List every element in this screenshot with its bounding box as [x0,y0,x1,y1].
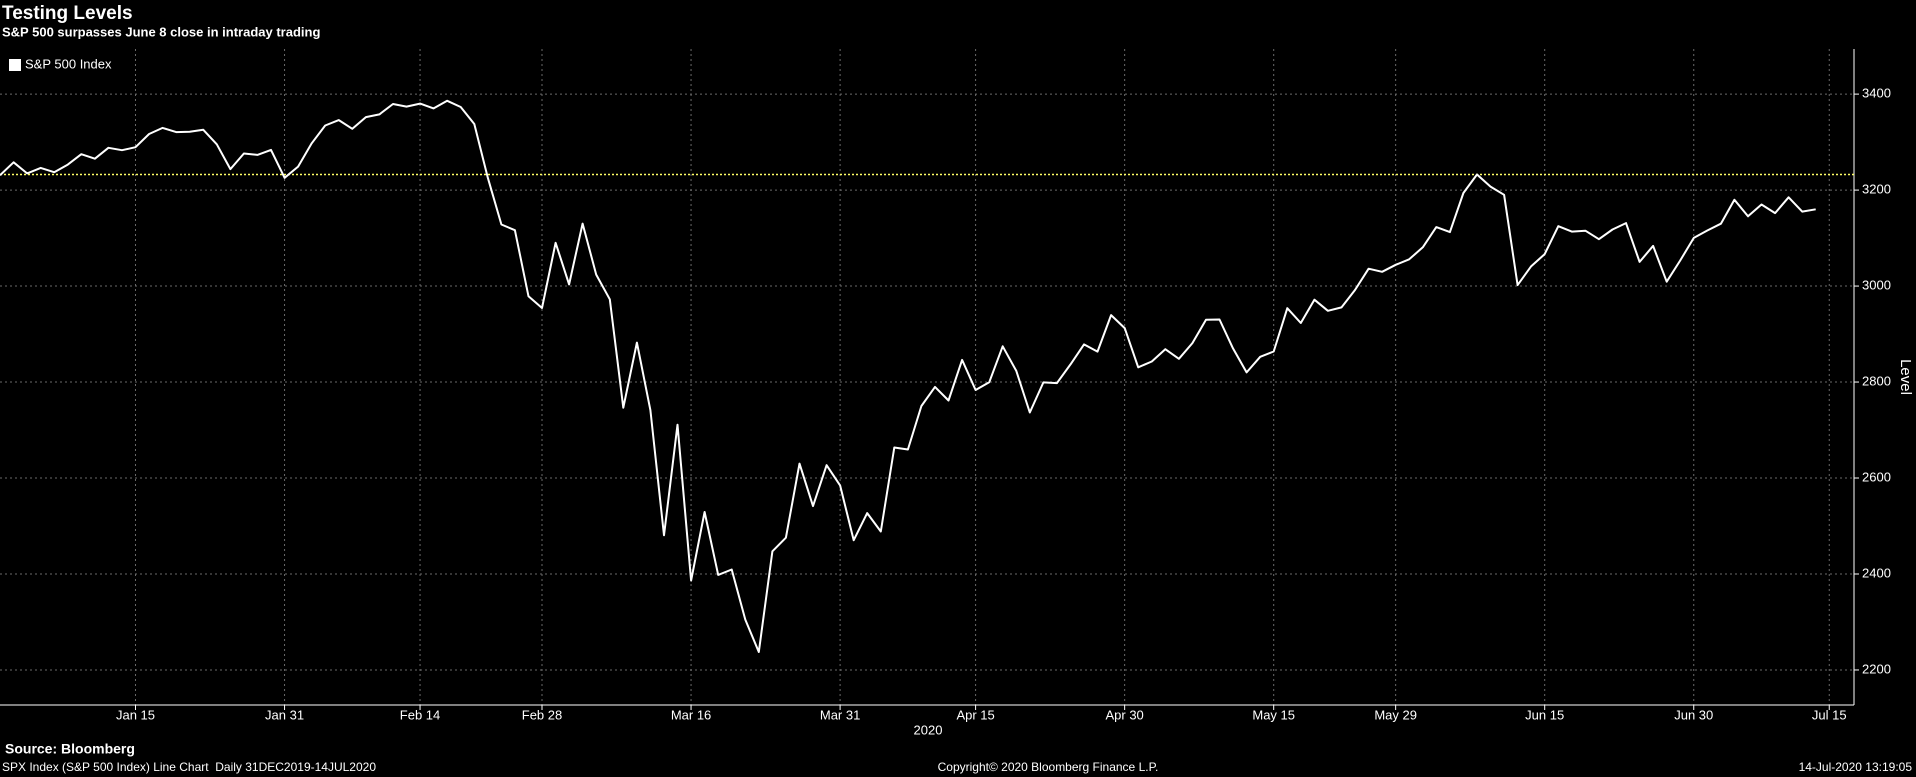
chart-title: Testing Levels [2,3,133,24]
x-tick-label: Jun 30 [1674,707,1713,722]
x-tick-label: Feb 14 [400,707,440,722]
chart-subtitle: S&P 500 surpasses June 8 close in intrad… [2,24,320,39]
y-tick-label: 3000 [1862,277,1891,292]
x-tick-label: Mar 16 [671,707,711,722]
x-tick-label: May 29 [1374,707,1417,722]
series-line [0,99,1816,653]
x-axis-label: 2020 [914,722,943,737]
x-tick-label: Mar 31 [820,707,860,722]
y-tick-label: 2600 [1862,469,1891,484]
x-tick-label: May 15 [1252,707,1295,722]
legend-label: S&P 500 Index [25,56,112,71]
source: Source: Bloomberg [5,741,135,757]
x-tick-label: Jan 31 [265,707,304,722]
x-tick-label: Jul 15 [1812,707,1847,722]
footer-left: SPX Index (S&P 500 Index) Line Chart Dai… [2,760,376,774]
timestamp: 14-Jul-2020 13:19:05 [1799,760,1913,774]
y-tick-label: 2800 [1862,373,1891,388]
legend-swatch [9,59,21,71]
x-tick-label: Apr 15 [956,707,994,722]
y-tick-label: 2200 [1862,661,1891,676]
copyright: Copyright© 2020 Bloomberg Finance L.P. [938,760,1159,774]
y-tick-label: 3400 [1862,86,1891,101]
x-tick-label: Feb 28 [522,707,562,722]
y-tick-label: 3200 [1862,182,1891,197]
y-axis-label: Level [1897,359,1914,395]
x-tick-label: Jun 15 [1525,707,1564,722]
x-tick-label: Jan 15 [116,707,155,722]
x-tick-label: Apr 30 [1105,707,1143,722]
y-tick-label: 2400 [1862,565,1891,580]
